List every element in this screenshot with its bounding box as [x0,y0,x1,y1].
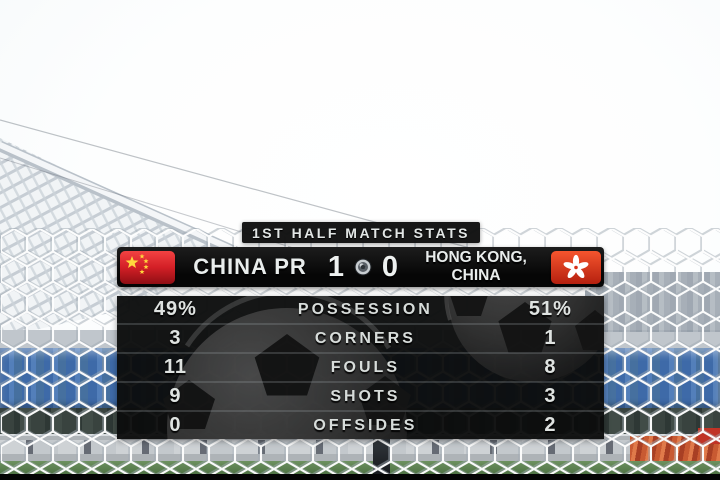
stat-row-corners: 3 CORNERS 1 [117,323,604,352]
home-corners: 3 [169,327,182,349]
away-offsides: 2 [544,414,557,436]
stats-title: 1ST HALF MATCH STATS [252,224,470,241]
stats-panel: 49% POSSESSION 51% 3 CORNERS 1 11 FOULS … [117,296,604,439]
football-icon [354,258,372,276]
fouls-label: FOULS [330,358,400,376]
china-flag [120,250,175,284]
possession-label: POSSESSION [297,300,433,318]
stats-rows: 49% POSSESSION 51% 3 CORNERS 1 11 FOULS … [117,296,604,439]
offsides-label: OFFSIDES [313,416,418,434]
away-team-name: HONG KONG, CHINA [425,249,527,284]
away-shots: 3 [544,385,557,407]
home-possession: 49% [153,298,197,320]
away-fouls: 8 [544,356,557,378]
football-watermark [163,296,604,439]
away-corners: 1 [544,327,557,349]
home-score: 1 [327,251,345,283]
stats-title-bar: 1ST HALF MATCH STATS [242,222,480,243]
home-team-name: CHINA PR [193,254,307,279]
scoreboard: CHINA PR 1 0 HONG KONG, CHINA [117,247,604,287]
home-offsides: 0 [169,414,182,436]
stat-row-shots: 9 SHOTS 3 [117,381,604,410]
corners-label: CORNERS [314,329,416,347]
letterbox-bar [0,474,720,480]
home-fouls: 11 [163,356,188,378]
hong-kong-flag [551,250,601,284]
away-possession: 51% [528,298,572,320]
stat-row-possession: 49% POSSESSION 51% [117,296,604,323]
shots-label: SHOTS [330,387,401,405]
away-score: 0 [381,251,399,283]
home-shots: 9 [169,385,182,407]
stat-row-fouls: 11 FOULS 8 [117,352,604,381]
stat-row-offsides: 0 OFFSIDES 2 [117,410,604,439]
